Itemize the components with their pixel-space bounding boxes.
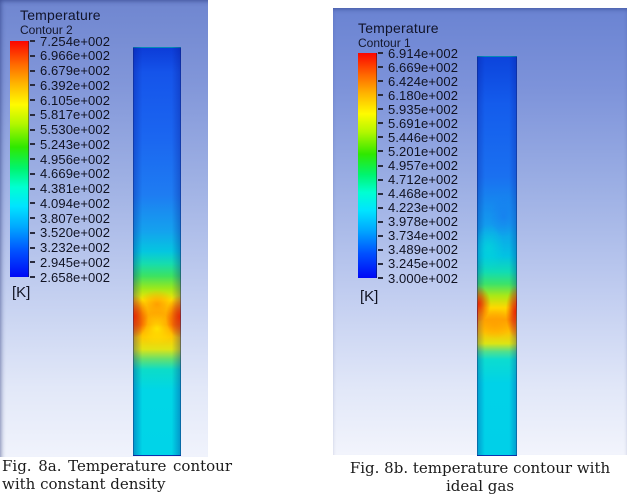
legend-level-list: 6.914e+002 6.669e+002 6.424e+002 6.180e+… — [378, 46, 459, 286]
legend-tick-mark — [378, 108, 383, 111]
legend-tick-mark — [30, 172, 35, 175]
legend-tick-mark — [378, 94, 383, 97]
legend-tick-mark — [30, 99, 35, 101]
legend-tick-mark — [378, 52, 383, 54]
legend-level-value: 6.679e+002 — [40, 63, 111, 78]
legend-tick-mark — [30, 158, 35, 160]
legend-tick-mark — [378, 122, 383, 125]
legend-level-value: 4.094e+002 — [40, 195, 111, 211]
legend-level-value: 4.468e+002 — [388, 186, 459, 202]
contour-column-constant-density — [133, 47, 181, 456]
legend-level-value: 4.956e+002 — [40, 151, 111, 167]
legend-level-value: 5.243e+002 — [40, 136, 111, 152]
legend-level-value: 6.914e+002 — [388, 45, 459, 61]
figure-caption-8b: Fig. 8b. temperature contour with ideal … — [333, 459, 627, 494]
unit-label: [K] — [360, 288, 379, 305]
caption-line-1: Fig. 8b. temperature contour with ideal … — [349, 459, 611, 494]
legend-tick-mark — [378, 136, 383, 139]
legend-level-value: 5.446e+002 — [388, 129, 459, 145]
contour-column-ideal-gas — [477, 56, 517, 456]
legend-level-value: 6.392e+002 — [40, 77, 111, 93]
legend-tick-mark — [378, 178, 383, 181]
legend-tick-mark — [30, 54, 35, 57]
temperature-colorbar — [10, 41, 29, 277]
legend-tick-mark — [30, 128, 35, 131]
legend-level-value: 4.381e+002 — [40, 181, 111, 196]
legend-title: Temperature — [358, 20, 439, 36]
legend-title: Temperature — [20, 7, 101, 23]
figure-caption-8a: Fig. 8a. Temperature contour with consta… — [2, 457, 232, 493]
legend-level-value: 5.530e+002 — [40, 122, 111, 137]
legend-level-value: 2.945e+002 — [40, 254, 111, 270]
legend-tick-mark — [30, 276, 35, 278]
legend-level-value: 6.180e+002 — [388, 87, 459, 103]
legend-level-value: 5.817e+002 — [40, 107, 111, 123]
legend-level-value: 3.734e+002 — [388, 228, 459, 244]
legend-level-value: 5.935e+002 — [388, 101, 459, 117]
legend-level-value: 5.691e+002 — [388, 115, 459, 131]
legend-tick-mark — [378, 206, 383, 209]
legend-tick-mark — [378, 220, 383, 223]
legend-level-value: 4.669e+002 — [40, 166, 111, 182]
legend-tick-mark — [30, 202, 35, 205]
legend-level-value: 3.978e+002 — [388, 214, 459, 230]
legend-tick-mark — [378, 262, 383, 265]
legend-tick-mark — [30, 143, 35, 146]
legend-level-value: 4.957e+002 — [388, 158, 459, 173]
legend-tick-mark — [30, 69, 35, 72]
unit-label: [K] — [12, 284, 31, 301]
caption-line-1: Fig. 8a. Temperature contour — [2, 457, 232, 475]
legend-level-value: 2.658e+002 — [40, 269, 111, 285]
legend-tick-mark — [378, 248, 383, 251]
legend-tick-mark — [378, 150, 383, 153]
legend-tick-mark — [30, 113, 35, 116]
legend-level-value: 4.223e+002 — [388, 200, 459, 216]
legend-level-value: 3.807e+002 — [40, 210, 111, 226]
legend-level-value: 6.966e+002 — [40, 48, 111, 64]
legend-tick-mark — [30, 217, 35, 219]
legend-tick-mark — [378, 234, 383, 237]
legend-tick-mark — [378, 66, 383, 69]
legend-level-list: 7.254e+002 6.966e+002 6.679e+002 6.392e+… — [30, 34, 111, 285]
legend-level-value: 7.254e+002 — [40, 33, 111, 49]
legend-level-value: 3.520e+002 — [40, 225, 111, 241]
legend-level-value: 3.232e+002 — [40, 240, 111, 255]
legend-tick-mark — [378, 192, 383, 195]
legend-subtitle: Contour 2 — [20, 23, 73, 37]
legend-tick-mark — [30, 261, 35, 264]
legend-level-value: 3.489e+002 — [388, 242, 459, 258]
legend-level-value: 6.105e+002 — [40, 92, 111, 108]
legend-level-value: 5.201e+002 — [388, 143, 459, 159]
legend-tick-mark — [378, 164, 383, 167]
legend-tick-mark — [30, 246, 35, 249]
legend-level-value: 6.669e+002 — [388, 59, 459, 75]
legend-tick-mark — [30, 40, 35, 42]
caption-line-2: with constant density — [2, 475, 166, 493]
legend-tick-mark — [378, 277, 383, 279]
legend-tick-mark — [378, 80, 383, 83]
legend-level-value: 3.000e+002 — [388, 270, 459, 286]
temperature-colorbar — [358, 53, 377, 278]
legend-tick-mark — [30, 84, 35, 87]
legend-level-value: 4.712e+002 — [388, 172, 459, 188]
legend-level-value: 3.245e+002 — [388, 256, 459, 272]
legend-tick-mark — [30, 231, 35, 234]
legend-subtitle: Contour 1 — [358, 36, 411, 50]
legend-level-value: 6.424e+002 — [388, 73, 459, 89]
legend-tick-mark — [30, 187, 35, 190]
